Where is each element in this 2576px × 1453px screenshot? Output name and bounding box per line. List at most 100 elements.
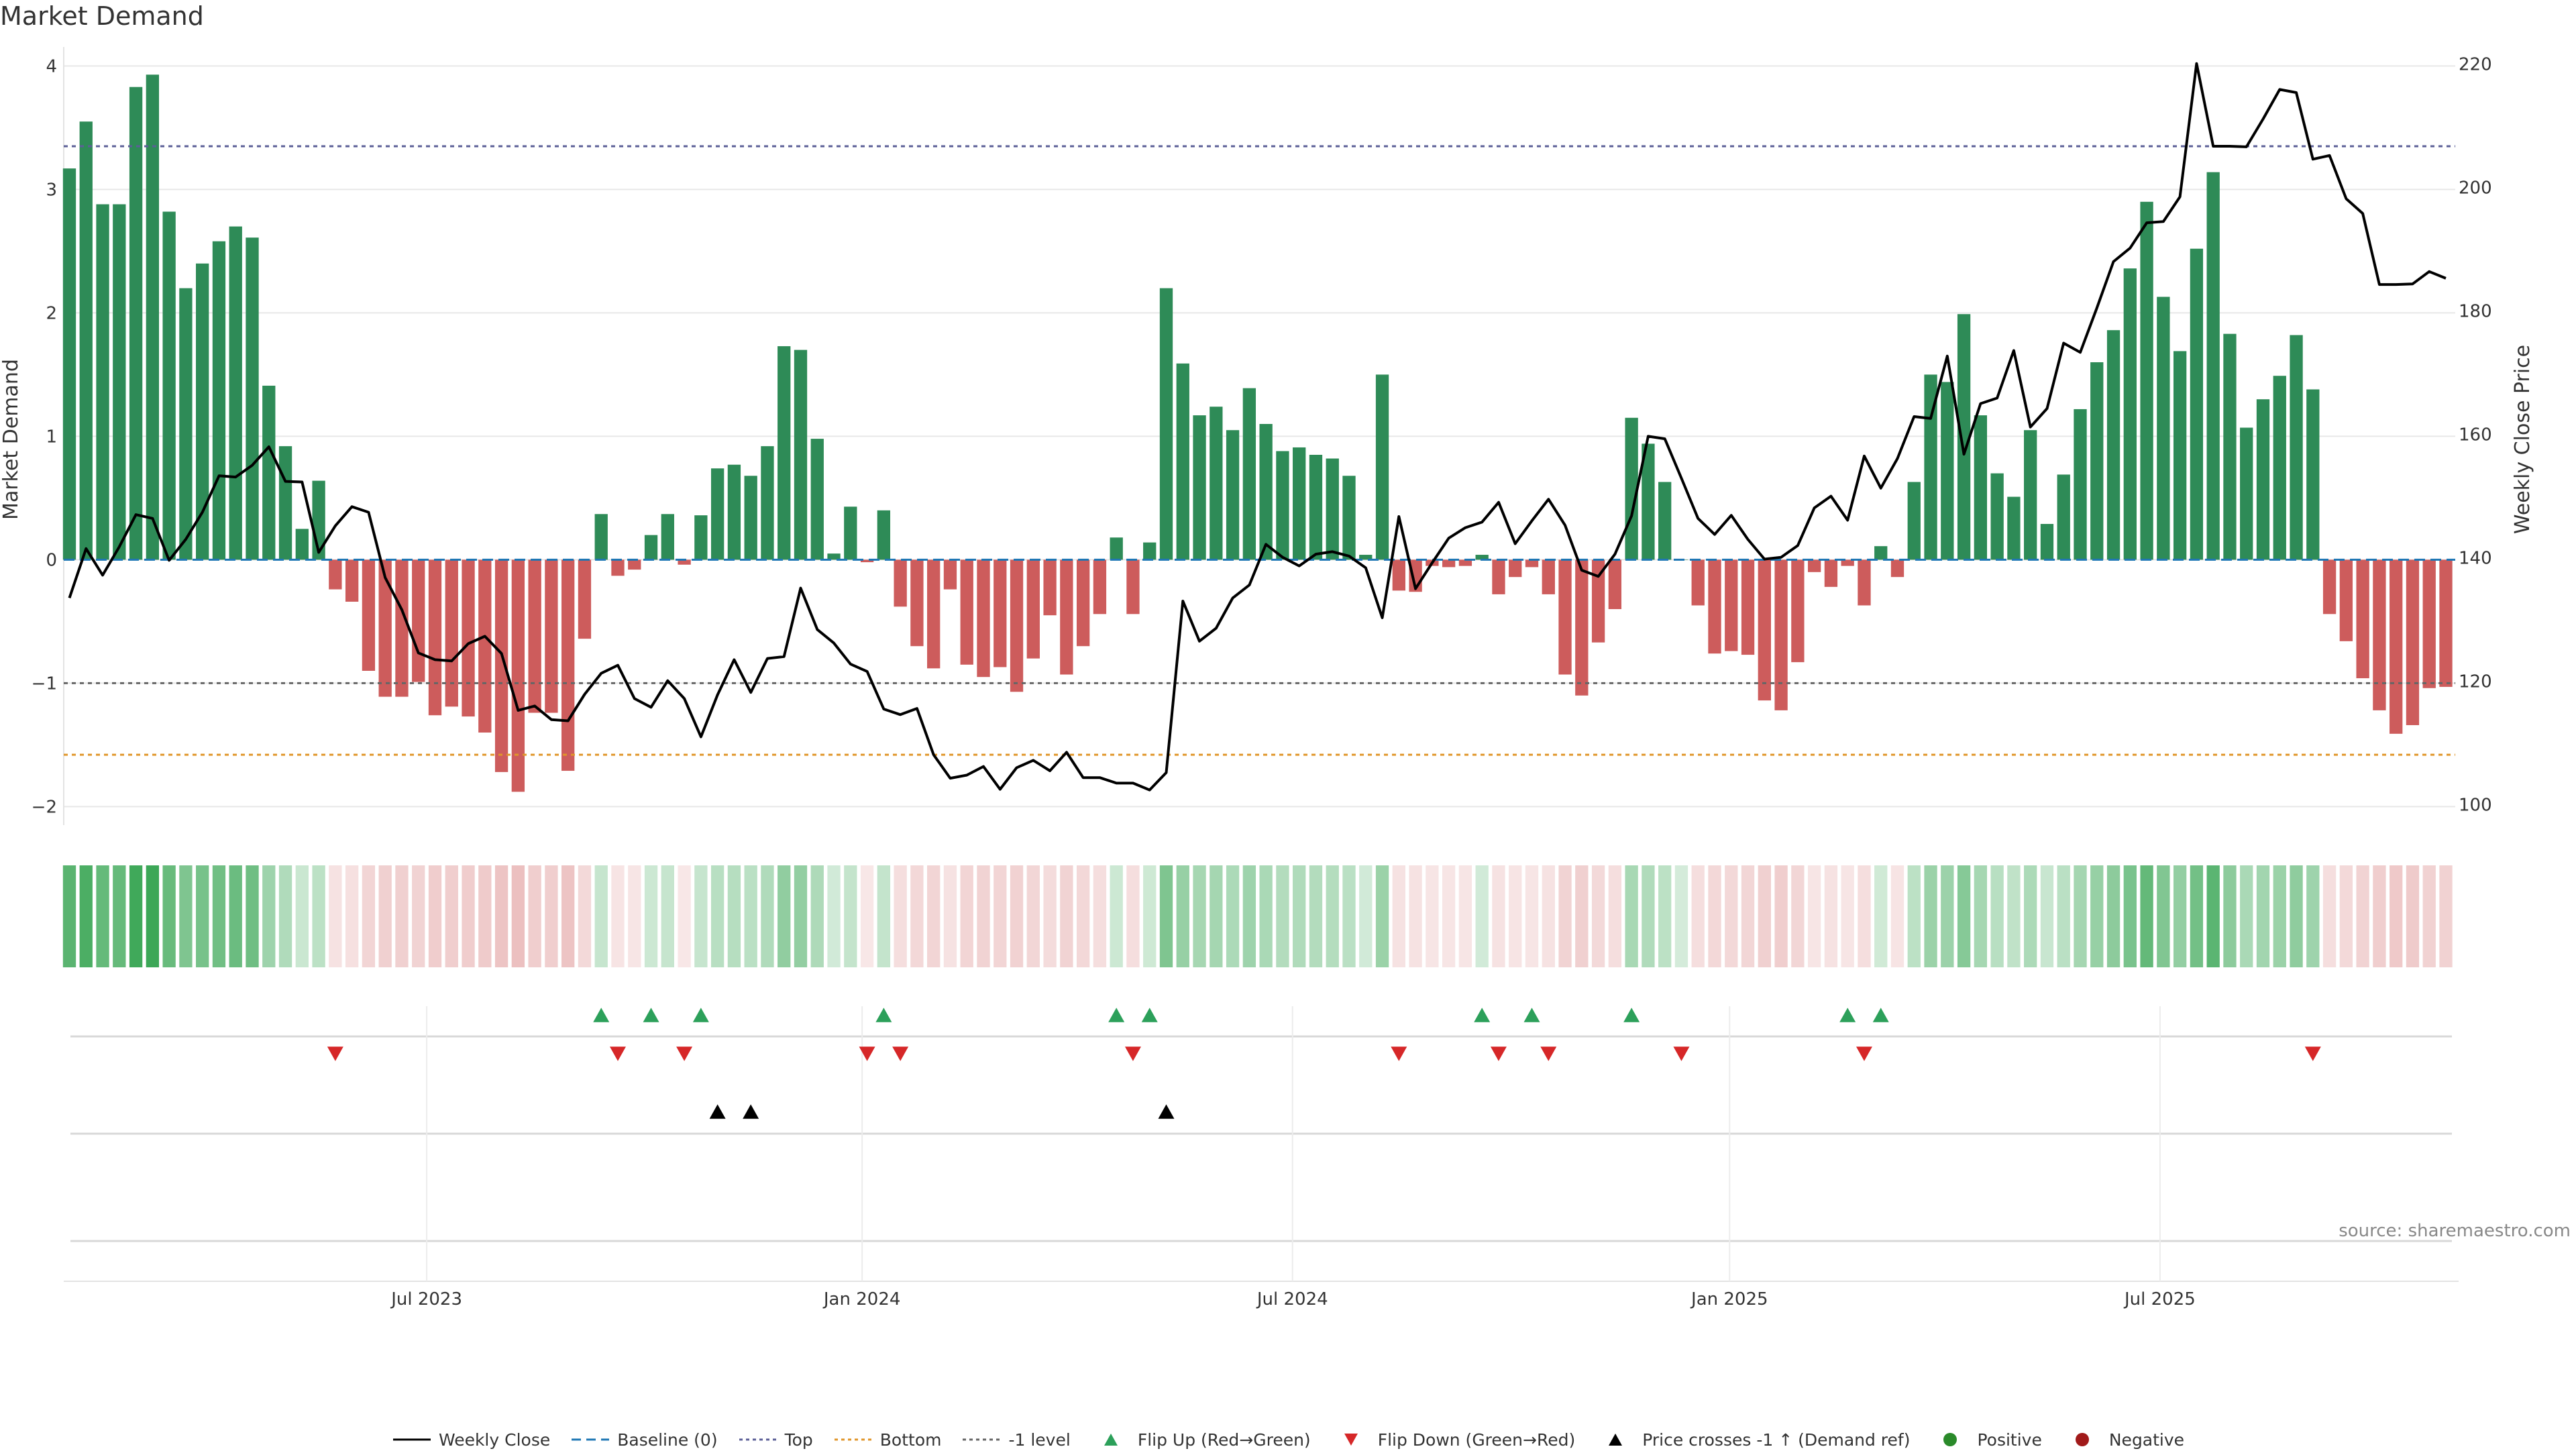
- flip-down-marker: [859, 1046, 875, 1061]
- demand-bar: [694, 515, 708, 560]
- y-tick-label: 4: [46, 56, 57, 76]
- x-tick-label: Jan 2025: [1690, 1289, 1768, 1309]
- demand-bar: [2273, 376, 2286, 560]
- heat-cell: [1774, 865, 1788, 967]
- heat-cell: [1841, 865, 1854, 967]
- flip-up-marker: [1523, 1008, 1540, 1022]
- heat-cell: [2206, 865, 2220, 967]
- demand-bar: [1741, 559, 1755, 655]
- heat-cell: [1193, 865, 1206, 967]
- demand-bar: [62, 168, 76, 560]
- bottom-legend-icon: [834, 1438, 872, 1441]
- heat-cell: [1492, 865, 1505, 967]
- heat-cell: [561, 865, 575, 967]
- legend-item-top: Top: [738, 1430, 813, 1450]
- heat-cell: [62, 865, 76, 967]
- positive-legend-icon: [1943, 1433, 1957, 1446]
- heat-cell: [977, 865, 990, 967]
- heat-cell: [2157, 865, 2170, 967]
- demand-bar: [994, 559, 1007, 667]
- heat-cell: [2173, 865, 2187, 967]
- heat-cell: [2106, 865, 2121, 967]
- demand-bar: [910, 559, 924, 647]
- heat-cell: [2406, 865, 2420, 967]
- demand-bar: [1392, 559, 1405, 591]
- heat-cell: [894, 865, 907, 967]
- heat-cell: [1060, 865, 1073, 967]
- demand-bar: [1375, 374, 1389, 560]
- heat-cell: [1110, 865, 1123, 967]
- heat-cell: [1392, 865, 1405, 967]
- heat-cell: [1043, 865, 1057, 967]
- baseline-legend-icon: [572, 1438, 610, 1441]
- heat-cell: [744, 865, 757, 967]
- heat-cell: [1375, 865, 1389, 967]
- demand-bar: [1442, 559, 1456, 568]
- heat-cell: [1957, 865, 1971, 967]
- heat-cell: [2356, 865, 2369, 967]
- price-cross-marker: [743, 1104, 759, 1119]
- heat-cell: [1691, 865, 1705, 967]
- demand-bar: [744, 476, 757, 560]
- demand-bar: [229, 226, 242, 560]
- heat-cell: [1159, 865, 1173, 967]
- heat-cell: [2123, 865, 2137, 967]
- heat-cell: [1409, 865, 1422, 967]
- flip-down-legend-icon: [1344, 1434, 1358, 1446]
- demand-bar: [2322, 559, 2337, 614]
- demand-bar: [528, 559, 541, 713]
- flip-down-marker: [2304, 1046, 2321, 1061]
- heat-cell: [1642, 865, 1655, 967]
- demand-bar: [96, 204, 109, 560]
- heat-cell: [2306, 865, 2320, 967]
- demand-bar: [1143, 542, 1157, 560]
- heat-cell: [2273, 865, 2286, 967]
- demand-bar: [2256, 399, 2270, 560]
- demand-bar: [2306, 389, 2320, 560]
- heat-cell: [1990, 865, 2004, 967]
- flip-up-marker: [1623, 1008, 1640, 1022]
- event-panels: [70, 1035, 2452, 1242]
- demand-bar: [2057, 474, 2070, 560]
- heat-cell: [1741, 865, 1755, 967]
- heat-cell: [1874, 865, 1888, 967]
- weekly-close-line: [68, 62, 2447, 792]
- demand-bar: [2074, 409, 2087, 560]
- heat-cell: [1758, 865, 1771, 967]
- demand-bar: [378, 559, 392, 697]
- heat-cell: [1076, 865, 1090, 967]
- heat-cell: [494, 865, 508, 967]
- heat-cell: [1475, 865, 1489, 967]
- heat-cell: [1326, 865, 1339, 967]
- demand-bar: [1458, 559, 1472, 566]
- flip-up-legend-icon: [1104, 1434, 1118, 1446]
- legend-item-minus1: -1 level: [961, 1430, 1071, 1450]
- demand-bar: [511, 559, 525, 792]
- heat-cell: [1509, 865, 1522, 967]
- legend-item-positive: Positive: [1930, 1430, 2042, 1450]
- demand-bar: [927, 559, 941, 669]
- demand-bar: [578, 559, 592, 639]
- demand-bar: [2223, 333, 2237, 560]
- heat-cell: [727, 865, 741, 967]
- demand-bar: [1193, 415, 1206, 560]
- flip-up-marker: [643, 1008, 659, 1022]
- demand-bar: [1126, 559, 1140, 614]
- flip-down-marker: [327, 1046, 343, 1061]
- demand-bar: [2339, 559, 2353, 641]
- demand-bar: [1924, 374, 1937, 560]
- legend-label: Top: [784, 1430, 813, 1450]
- flip-down-marker: [892, 1046, 909, 1061]
- heat-cell: [1941, 865, 1954, 967]
- heat-cell: [1276, 865, 1289, 967]
- demand-bar: [79, 121, 93, 560]
- demand-bar: [395, 559, 409, 697]
- demand-bar: [494, 559, 508, 772]
- heat-cell: [179, 865, 193, 967]
- legend-label: Baseline (0): [617, 1430, 718, 1450]
- heat-cell: [1210, 865, 1223, 967]
- heat-cell: [1725, 865, 1738, 967]
- legend-item-baseline: Baseline (0): [570, 1430, 718, 1450]
- heat-cell: [1259, 865, 1273, 967]
- y-axis-right: 100 120 140 160 180 200 220: [2459, 55, 2492, 816]
